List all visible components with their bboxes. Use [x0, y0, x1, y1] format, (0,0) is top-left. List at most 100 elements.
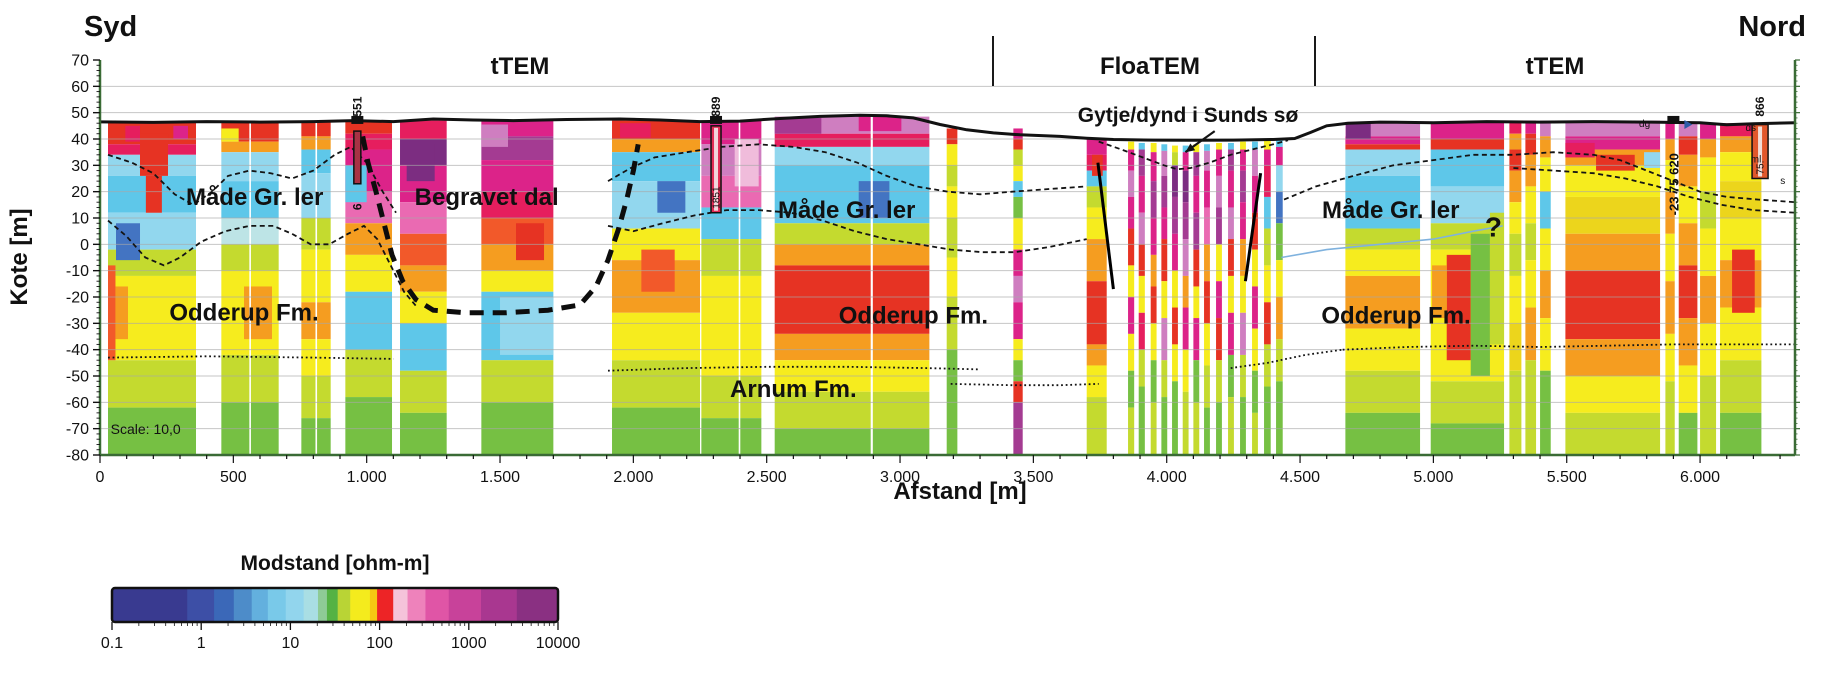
x-tick-label: 0 — [96, 469, 105, 486]
resistivity-patch — [620, 123, 651, 138]
resistivity-cell — [1720, 181, 1762, 218]
resistivity-patch — [516, 223, 545, 261]
resistivity-cell — [1252, 286, 1258, 329]
resistivity-cell — [1665, 191, 1675, 234]
resistivity-cell — [1182, 391, 1189, 455]
resistivity-patch — [249, 121, 251, 455]
resistivity-cell — [1161, 397, 1168, 455]
resistivity-cell — [1150, 218, 1157, 255]
resistivity-cell — [1264, 344, 1271, 387]
borehole-log-strip — [1758, 126, 1763, 177]
blue-water-line — [1281, 225, 1503, 259]
resistivity-cell — [1720, 412, 1762, 455]
resistivity-cell — [400, 120, 447, 139]
colorbar-segment — [267, 588, 287, 622]
resistivity-cell — [1228, 239, 1234, 276]
resistivity-cell — [1264, 165, 1271, 197]
resistivity-cell — [1525, 360, 1537, 455]
resistivity-cell — [1172, 196, 1178, 234]
resistivity-cell — [1345, 144, 1421, 150]
resistivity-cell — [1540, 120, 1551, 137]
resistivity-cell — [1150, 142, 1157, 153]
annotation-label: Odderup Fm. — [839, 302, 988, 329]
resistivity-cell — [1172, 233, 1178, 271]
resistivity-cell — [1665, 160, 1675, 192]
resistivity-cell — [1276, 381, 1283, 455]
x-tick-label: 1.500 — [480, 469, 520, 486]
resistivity-cell — [1509, 170, 1522, 203]
annotation-label: ? — [1485, 211, 1502, 242]
resistivity-cell — [1128, 370, 1135, 408]
resistivity-cell — [1138, 275, 1145, 313]
resistivity-cell — [1182, 152, 1189, 171]
resistivity-cell — [1276, 146, 1283, 166]
x-tick-label: 6.000 — [1680, 469, 1720, 486]
resistivity-column — [1525, 120, 1537, 455]
resistivity-cell — [1013, 360, 1023, 382]
resistivity-cell — [1345, 136, 1421, 145]
y-tick-label: 10 — [71, 211, 89, 228]
resistivity-cell — [1138, 149, 1145, 176]
resistivity-cell — [1678, 154, 1698, 187]
resistivity-cell — [481, 191, 554, 218]
resistivity-cell — [1204, 207, 1210, 245]
fault-line-1 — [1096, 162, 1115, 290]
fault-line-2 — [1243, 172, 1263, 282]
resistivity-patch — [315, 121, 318, 455]
resistivity-cell — [946, 186, 958, 218]
resistivity-cell — [1678, 265, 1698, 319]
resistivity-patch — [116, 223, 141, 261]
resistivity-cell — [400, 370, 447, 413]
resistivity-cell — [1013, 196, 1023, 218]
resistivity-cell — [1509, 120, 1522, 134]
resistivity-cell — [774, 265, 930, 334]
resistivity-patch — [1432, 265, 1447, 319]
borehole-marker — [1667, 115, 1680, 124]
resistivity-patch — [1596, 154, 1635, 171]
gytje-arrowhead — [1185, 143, 1196, 153]
borehole-id-label: 551 — [350, 96, 364, 116]
resistivity-cell — [1678, 412, 1698, 455]
resistivity-column — [1182, 145, 1189, 455]
resistivity-column — [1665, 121, 1675, 455]
resistivity-cell — [1013, 249, 1023, 276]
resistivity-cell — [400, 265, 447, 292]
resistivity-cell — [1678, 121, 1698, 137]
resistivity-cell — [1345, 370, 1421, 413]
resistivity-column — [1193, 144, 1200, 455]
resistivity-cell — [1138, 142, 1145, 150]
resistivity-cell — [481, 270, 554, 292]
resistivity-cell — [1665, 381, 1675, 455]
resistivity-cell — [1276, 339, 1283, 382]
colorbar-segment — [112, 588, 188, 622]
resistivity-cell — [400, 323, 447, 371]
resistivity-cell — [946, 257, 958, 297]
resistivity-cell — [1345, 275, 1421, 329]
resistivity-cell — [1193, 249, 1200, 287]
resistivity-cell — [1525, 120, 1537, 134]
resistivity-column — [1240, 141, 1246, 455]
colorbar-segment — [303, 588, 319, 622]
resistivity-cell — [1264, 149, 1271, 166]
y-tick-label: -30 — [66, 316, 89, 333]
annotation-label: Måde Gr. ler — [1322, 197, 1459, 224]
resistivity-column — [481, 120, 554, 455]
annotation-label: Scale: 10,0 — [111, 421, 181, 437]
resistivity-cell — [1204, 323, 1210, 366]
chart-render-root: 706050403020100-10-20-30-40-50-60-70-800… — [66, 53, 1800, 652]
resistivity-patch — [244, 286, 273, 340]
resistivity-cell — [1193, 144, 1200, 153]
resistivity-cell — [1252, 141, 1258, 150]
resistivity-cell — [1665, 139, 1675, 161]
resistivity-cell — [1216, 149, 1222, 176]
borehole-log-strip — [714, 127, 719, 211]
made-top-boundary-mid — [607, 143, 1087, 196]
x-tick-label: 4.500 — [1280, 469, 1320, 486]
resistivity-patch — [125, 125, 141, 142]
resistivity-cell — [1565, 376, 1661, 413]
borehole-866: 75. 866 — [1751, 96, 1769, 180]
resistivity-cell — [946, 144, 958, 166]
resistivity-cell — [1086, 344, 1107, 366]
resistivity-patch — [108, 265, 116, 361]
resistivity-column — [1700, 123, 1717, 455]
